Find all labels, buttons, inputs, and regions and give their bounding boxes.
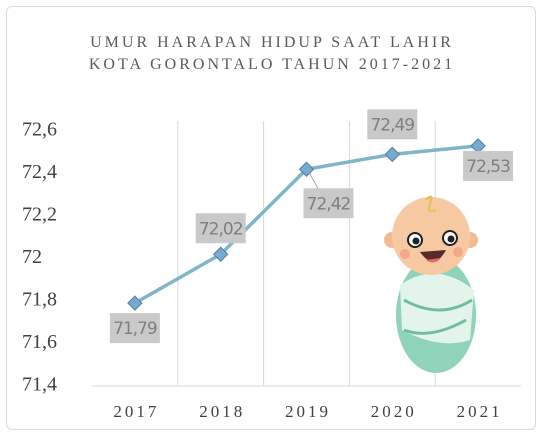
y-tick-label: 72 — [22, 246, 42, 268]
y-tick-label: 72,6 — [22, 119, 57, 141]
data-label: 72,53 — [466, 157, 510, 177]
chart-title: UMUR HARAPAN HIDUP SAAT LAHIR KOTA GORON… — [88, 34, 456, 73]
baby-illustration — [384, 195, 478, 373]
marker — [298, 161, 315, 177]
data-label-box — [303, 188, 354, 219]
x-tick-label: 2019 — [285, 402, 331, 421]
x-tick-label: 2018 — [199, 402, 245, 421]
y-tick-label: 71,6 — [22, 331, 57, 353]
data-label: 71,79 — [113, 319, 157, 339]
y-tick-label: 72,2 — [22, 204, 57, 226]
x-tick-label: 2020 — [371, 402, 417, 421]
y-tick-label: 72,4 — [22, 161, 57, 183]
data-label-box — [367, 109, 418, 140]
x-tick-label: 2021 — [457, 402, 503, 421]
y-tick-label: 71,4 — [22, 374, 57, 396]
data-label: 72,49 — [370, 115, 414, 135]
chart-frame — [6, 6, 536, 430]
data-label: 72,02 — [199, 219, 243, 239]
marker — [212, 246, 229, 262]
marker — [470, 138, 486, 154]
data-label-box — [195, 213, 246, 244]
data-label-box — [463, 150, 514, 181]
x-tick-label: 2017 — [113, 402, 159, 421]
y-tick-label: 71,8 — [22, 289, 57, 311]
data-label: 72,42 — [307, 194, 351, 214]
data-label-box — [109, 313, 160, 344]
marker — [384, 146, 401, 163]
leader-line — [309, 173, 319, 190]
marker — [127, 295, 143, 311]
